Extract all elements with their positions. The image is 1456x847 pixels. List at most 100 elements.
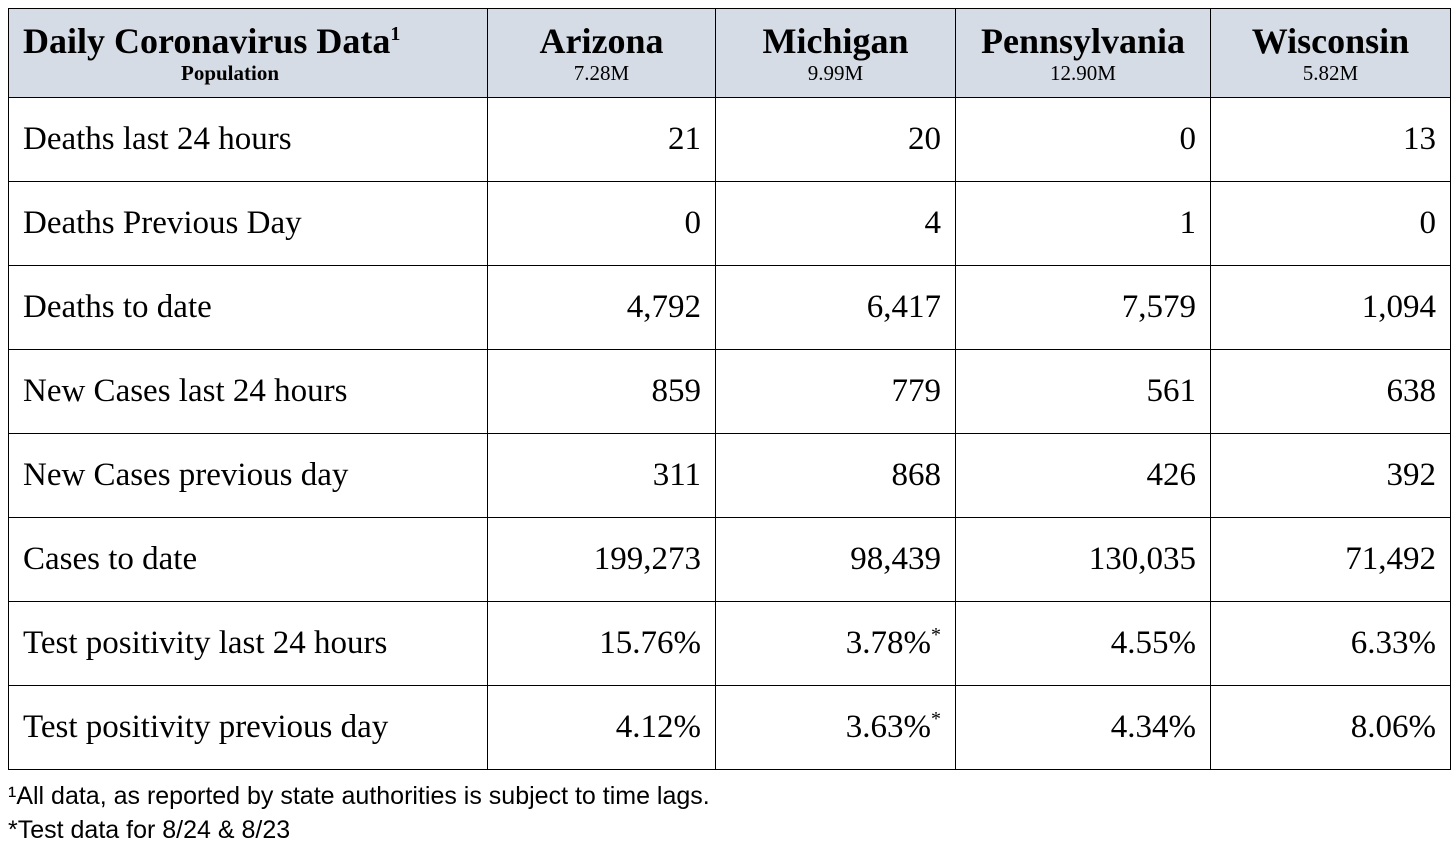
value-cell: 20 [715,97,956,182]
population-label: Population [181,61,280,85]
value-cell: 8.06% [1210,685,1451,770]
row-label: Test positivity previous day [8,685,488,770]
value-text: 21 [668,121,701,157]
state-header-michigan: Michigan 9.99M [715,8,956,98]
value-cell: 868 [715,433,956,518]
value-text: 13 [1403,121,1436,157]
value-text: 0 [684,205,702,241]
value-text: 199,273 [593,541,701,577]
table-title-text: Daily Coronavirus Data [23,21,391,61]
value-text: 638 [1386,373,1437,409]
header-row: Daily Coronavirus Data1 Population Arizo… [8,8,1451,98]
footnote-time-lags: ¹All data, as reported by state authorit… [8,782,710,810]
value-cell: 4 [715,181,956,266]
value-cell: 638 [1210,349,1451,434]
value-cell: 199,273 [487,517,716,602]
row-label: Test positivity last 24 hours [8,601,488,686]
value-cell: 7,579 [955,265,1211,350]
row-label: New Cases previous day [8,433,488,518]
value-cell: 71,492 [1210,517,1451,602]
value-text: 20 [908,121,941,157]
row-label: Deaths last 24 hours [8,97,488,182]
value-text: 3.63% [845,709,931,745]
value-text: 779 [891,373,942,409]
state-name: Wisconsin [1251,21,1410,61]
table-row-deaths-last-24h: Deaths last 24 hours 21 20 0 13 [8,97,1451,182]
value-text: 71,492 [1345,541,1436,577]
table-title: Daily Coronavirus Data1 [9,23,487,59]
footnote-test-dates: *Test data for 8/24 & 8/23 [8,816,291,844]
title-footnote-mark: 1 [390,23,401,45]
value-cell: 859 [487,349,716,434]
value-cell: 6,417 [715,265,956,350]
value-cell: 392 [1210,433,1451,518]
state-name: Michigan [762,21,909,61]
state-population: 9.99M [807,61,864,85]
value-text: 3.78% [845,625,931,661]
value-cell: 426 [955,433,1211,518]
value-text: 98,439 [850,541,941,577]
value-cell: 0 [487,181,716,266]
value-text: 4 [924,205,942,241]
value-cell: 13 [1210,97,1451,182]
value-cell: 561 [955,349,1211,434]
value-cell: 21 [487,97,716,182]
value-cell: 98,439 [715,517,956,602]
value-text: 4,792 [626,289,701,325]
footnote-mark: * [931,624,941,646]
row-label: New Cases last 24 hours [8,349,488,434]
value-text: 311 [652,457,701,493]
value-cell: 3.78%* [715,601,956,686]
value-text: 1 [1179,205,1197,241]
state-header-pennsylvania: Pennsylvania 12.90M [955,8,1211,98]
footnote-mark: * [931,708,941,730]
value-cell: 4.55% [955,601,1211,686]
value-cell: 1,094 [1210,265,1451,350]
value-text: 7,579 [1121,289,1196,325]
table-row-deaths-to-date: Deaths to date 4,792 6,417 7,579 1,094 [8,265,1451,350]
value-text: 561 [1146,373,1197,409]
value-cell: 1 [955,181,1211,266]
row-label: Deaths Previous Day [8,181,488,266]
value-text: 4.12% [615,709,701,745]
value-cell: 130,035 [955,517,1211,602]
state-population: 7.28M [573,61,630,85]
value-cell: 311 [487,433,716,518]
value-cell: 4.34% [955,685,1211,770]
value-cell: 4,792 [487,265,716,350]
state-header-wisconsin: Wisconsin 5.82M [1210,8,1451,98]
value-text: 130,035 [1088,541,1196,577]
state-name: Arizona [539,21,664,61]
value-cell: 4.12% [487,685,716,770]
value-text: 0 [1419,205,1437,241]
value-cell: 0 [955,97,1211,182]
value-text: 0 [1179,121,1197,157]
state-name: Pennsylvania [980,21,1186,61]
table-row-new-cases-last-24h: New Cases last 24 hours 859 779 561 638 [8,349,1451,434]
table-title-cell: Daily Coronavirus Data1 Population [8,8,488,98]
value-text: 868 [891,457,942,493]
table-row-new-cases-previous-day: New Cases previous day 311 868 426 392 [8,433,1451,518]
state-header-arizona: Arizona 7.28M [487,8,716,98]
table-row-test-positivity-previous-day: Test positivity previous day 4.12% 3.63%… [8,685,1451,770]
table-row-test-positivity-last-24h: Test positivity last 24 hours 15.76% 3.7… [8,601,1451,686]
table-row-cases-to-date: Cases to date 199,273 98,439 130,035 71,… [8,517,1451,602]
value-text: 6,417 [866,289,941,325]
value-cell: 3.63%* [715,685,956,770]
row-label: Deaths to date [8,265,488,350]
value-text: 392 [1386,457,1437,493]
value-text: 4.34% [1110,709,1196,745]
value-text: 4.55% [1110,625,1196,661]
value-text: 6.33% [1350,625,1436,661]
table-row-deaths-previous-day: Deaths Previous Day 0 4 1 0 [8,181,1451,266]
covid-data-table: Daily Coronavirus Data1 Population Arizo… [8,8,1451,770]
value-text: 859 [651,373,702,409]
state-population: 5.82M [1302,61,1359,85]
value-cell: 15.76% [487,601,716,686]
row-label: Cases to date [8,517,488,602]
value-cell: 0 [1210,181,1451,266]
value-text: 15.76% [599,625,701,661]
value-text: 1,094 [1361,289,1436,325]
state-population: 12.90M [1050,61,1116,85]
value-text: 426 [1146,457,1197,493]
